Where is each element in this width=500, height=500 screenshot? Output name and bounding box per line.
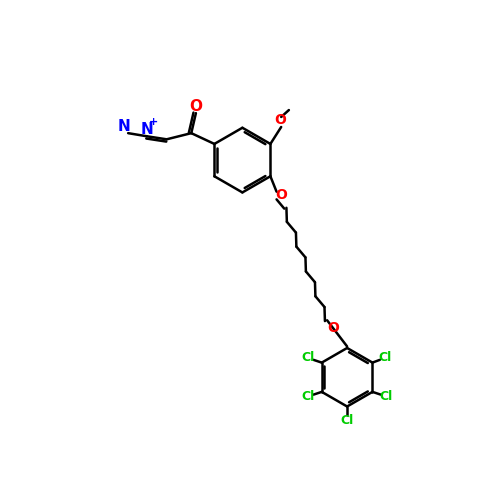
Text: Cl: Cl — [378, 352, 392, 364]
Text: +: + — [149, 118, 158, 128]
Text: N: N — [118, 118, 130, 134]
Text: O: O — [190, 100, 202, 114]
Text: Cl: Cl — [302, 352, 314, 364]
Text: O: O — [328, 321, 339, 335]
Text: N: N — [140, 122, 153, 137]
Text: Cl: Cl — [302, 390, 314, 403]
Text: O: O — [275, 188, 287, 202]
Text: Cl: Cl — [380, 390, 393, 403]
Text: Cl: Cl — [340, 414, 353, 427]
Text: O: O — [274, 113, 286, 127]
